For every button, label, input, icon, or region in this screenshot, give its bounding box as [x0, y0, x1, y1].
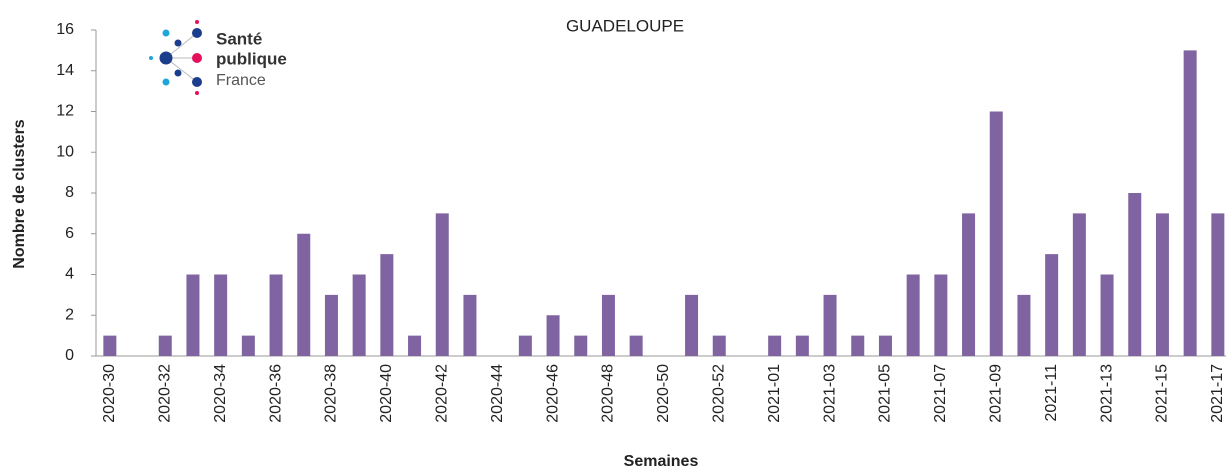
- bar: [1183, 50, 1197, 356]
- logo-dot: [192, 53, 202, 63]
- logo-dot: [174, 39, 182, 47]
- bar: [906, 274, 920, 356]
- x-tick-label: 2020-48: [600, 364, 617, 423]
- y-tick-label: 6: [65, 225, 74, 242]
- bar: [989, 111, 1003, 356]
- bar: [823, 294, 837, 356]
- logo-text: Santé: [216, 29, 262, 48]
- x-tick-label: 2021-15: [1154, 364, 1171, 423]
- y-tick-label: 4: [65, 266, 74, 283]
- bar: [712, 335, 726, 356]
- x-tick-label: 2021-17: [1209, 364, 1226, 423]
- logo-line: [165, 57, 198, 83]
- bar: [1128, 193, 1142, 356]
- bar: [269, 274, 283, 356]
- bar: [408, 335, 422, 356]
- logo-dot: [149, 56, 153, 60]
- x-tick-label: 2020-50: [655, 364, 672, 423]
- bar: [574, 335, 588, 356]
- y-tick-label: 12: [56, 103, 74, 120]
- x-axis-label: Semaines: [624, 453, 699, 470]
- bar: [1072, 213, 1086, 356]
- logo: Santé publique France: [149, 20, 287, 95]
- bar: [546, 315, 560, 356]
- x-tick-label: 2021-13: [1098, 364, 1115, 423]
- x-tick-label: 2020-32: [156, 364, 173, 423]
- logo-dot: [162, 29, 170, 37]
- bar: [629, 335, 643, 356]
- bar: [934, 274, 948, 356]
- logo-dot: [159, 51, 173, 65]
- y-tick-label: 0: [65, 347, 74, 364]
- bar: [685, 294, 699, 356]
- x-tick-label: 2020-34: [212, 364, 229, 423]
- bar: [1155, 213, 1169, 356]
- bar: [1045, 254, 1059, 356]
- x-tick-label: 2020-36: [267, 364, 284, 423]
- logo-text: publique: [216, 49, 287, 68]
- x-tick-label: 2021-03: [821, 364, 838, 423]
- bar: [186, 274, 200, 356]
- x-tick-label: 2020-44: [489, 364, 506, 423]
- chart-title: GUADELOUPE: [566, 16, 684, 35]
- x-tick-label: 2021-09: [987, 364, 1004, 423]
- bar: [241, 335, 255, 356]
- y-tick-label: 14: [56, 62, 74, 79]
- logo-dot: [162, 78, 170, 86]
- logo-line: [165, 32, 198, 59]
- x-tick-label: 2021-07: [932, 364, 949, 423]
- x-tick-label: 2020-40: [378, 364, 395, 423]
- bar: [103, 335, 117, 356]
- bar: [962, 213, 976, 356]
- logo-dot: [174, 69, 182, 77]
- logo-text: France: [216, 72, 266, 89]
- x-tick-label: 2021-11: [1043, 364, 1060, 422]
- x-tick-label: 2020-38: [323, 364, 340, 423]
- y-tick-label: 16: [56, 21, 74, 38]
- bar: [518, 335, 532, 356]
- y-tick-label: 8: [65, 184, 74, 201]
- bar: [1211, 213, 1225, 356]
- logo-dot: [192, 28, 202, 38]
- bar: [158, 335, 172, 356]
- x-tick-label: 2020-30: [101, 364, 118, 423]
- logo-dot: [195, 91, 199, 95]
- bar: [352, 274, 366, 356]
- bar: [601, 294, 615, 356]
- y-tick-label: 10: [56, 143, 74, 160]
- logo-dot: [192, 77, 202, 87]
- bar: [851, 335, 865, 356]
- x-tick-label: 2021-05: [877, 364, 894, 423]
- logo-dot: [195, 20, 199, 24]
- bar: [380, 254, 394, 356]
- bar: [795, 335, 809, 356]
- y-axis-label: Nombre de clusters: [11, 119, 28, 268]
- bar: [1100, 274, 1114, 356]
- x-tick-label: 2021-01: [766, 364, 783, 423]
- bar: [768, 335, 782, 356]
- x-tick-label: 2020-42: [433, 364, 450, 423]
- y-tick-label: 2: [65, 306, 74, 323]
- bar: [878, 335, 892, 356]
- x-tick-label: 2020-46: [544, 364, 561, 423]
- x-tick-label: 2020-52: [710, 364, 727, 423]
- bar: [297, 233, 311, 356]
- bar: [463, 294, 477, 356]
- bar: [324, 294, 338, 356]
- bar: [214, 274, 228, 356]
- bar: [435, 213, 449, 356]
- bar: [1017, 294, 1031, 356]
